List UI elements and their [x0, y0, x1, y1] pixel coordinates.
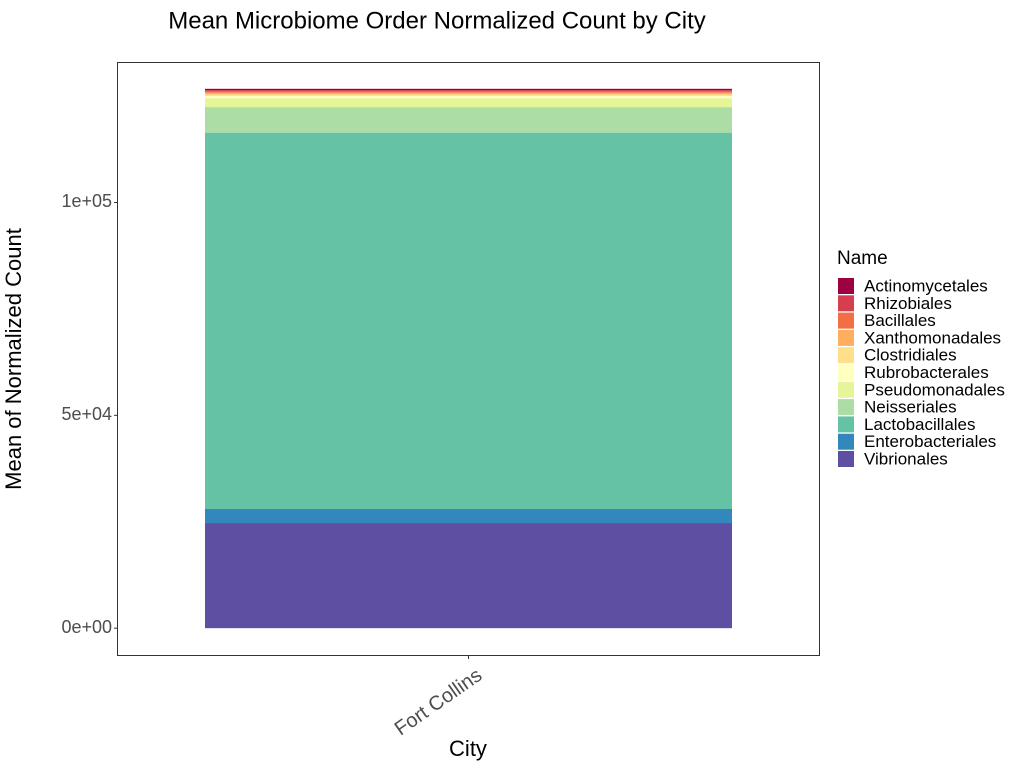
legend-label-vibrionales: Vibrionales [864, 449, 948, 468]
legend-swatch-enterobacteriales [838, 433, 854, 450]
legend-swatch-actinomycetales [838, 278, 854, 294]
legend-swatch-bacillales [838, 312, 854, 329]
legend-label-lactobacillales: Lactobacillales [864, 415, 976, 434]
chart-title: Mean Microbiome Order Normalized Count b… [168, 7, 706, 34]
bar-segment-rubrobacterales [205, 96, 732, 99]
bar-segment-vibrionales [205, 523, 732, 629]
legend-swatch-rhizobiales [838, 295, 854, 312]
bar-segment-lactobacillales [205, 132, 732, 509]
legend-swatch-xanthomonadales [838, 329, 854, 346]
bar-segment-clostridiales [205, 94, 732, 97]
bar-segment-actinomycetales [205, 88, 732, 91]
legend-label-enterobacteriales: Enterobacteriales [864, 432, 996, 451]
bar-segment-enterobacteriales [205, 508, 732, 524]
legend-label-neisseriales: Neisseriales [864, 398, 957, 417]
legend-label-bacillales: Bacillales [864, 311, 936, 330]
legend: Name ActinomycetalesRhizobialesBacillale… [837, 248, 1005, 468]
y-tick-label: 5e+04 [61, 404, 112, 424]
legend-swatch-pseudomonadales [838, 381, 854, 398]
y-tick-label: 1e+05 [61, 191, 112, 211]
legend-label-actinomycetales: Actinomycetales [864, 276, 988, 295]
legend-swatch-clostridiales [838, 347, 854, 364]
bar-segment-neisseriales [205, 107, 732, 133]
y-tick-label: 0e+00 [61, 617, 112, 637]
legend-label-clostridiales: Clostridiales [864, 346, 957, 365]
bar-segment-bacillales [205, 91, 732, 93]
x-axis: Fort Collins [391, 655, 486, 740]
legend-label-xanthomonadales: Xanthomonadales [864, 328, 1001, 347]
legend-swatch-vibrionales [838, 451, 854, 467]
legend-label-pseudomonadales: Pseudomonadales [864, 380, 1005, 399]
bar-segment-rhizobiales [205, 90, 732, 92]
bar-stack [205, 88, 732, 629]
x-tick-label: Fort Collins [391, 664, 486, 740]
legend-swatch-neisseriales [838, 399, 854, 416]
y-axis: 0e+00 5e+04 1e+05 [61, 191, 118, 637]
bar-segment-pseudomonadales [205, 98, 732, 108]
legend-title: Name [837, 248, 888, 269]
legend-swatch-lactobacillales [838, 416, 854, 433]
legend-label-rubrobacterales: Rubrobacterales [864, 363, 989, 382]
legend-label-rhizobiales: Rhizobiales [864, 294, 952, 313]
legend-swatch-rubrobacterales [838, 364, 854, 381]
y-axis-title: Mean of Normalized Count [1, 228, 26, 490]
bar-segment-xanthomonadales [205, 92, 732, 95]
x-axis-title: City [449, 736, 487, 761]
